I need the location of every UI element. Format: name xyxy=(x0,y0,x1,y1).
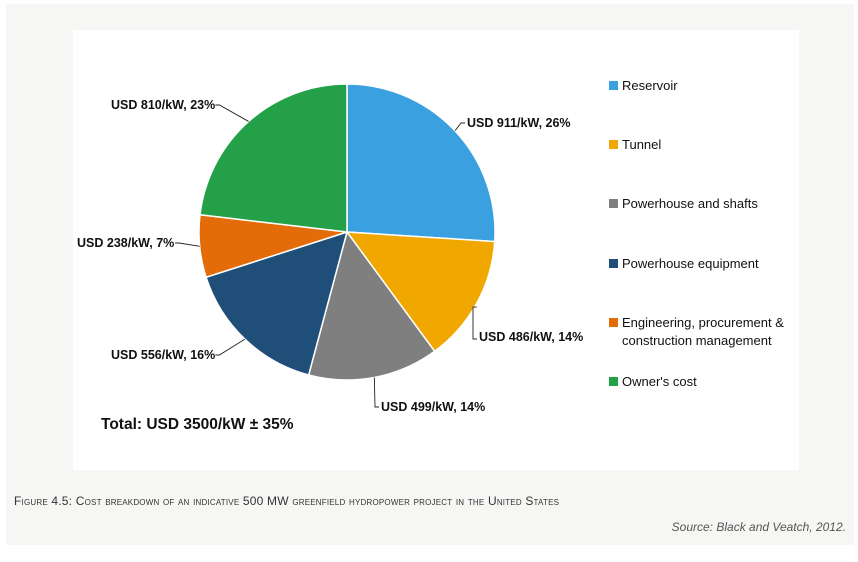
legend-label: Tunnel xyxy=(622,137,661,152)
slice-callout-label: USD 810/kW, 23% xyxy=(111,98,215,112)
callout-leader-line xyxy=(215,338,246,356)
legend-swatch xyxy=(609,81,618,90)
legend-label: Reservoir xyxy=(622,78,678,93)
legend-swatch xyxy=(609,259,618,268)
figure-container: USD 911/kW, 26% USD 486/kW, 14% USD 499/kW… xyxy=(6,4,854,545)
legend-swatch xyxy=(609,377,618,386)
legend-swatch xyxy=(609,199,618,208)
slice-callout-label: USD 911/kW, 26% xyxy=(467,116,571,130)
slice-callout-label: USD 486/kW, 14% xyxy=(479,330,583,344)
slice-callout-label: USD 238/kW, 7% xyxy=(77,236,174,250)
chart-total-label: Total: USD 3500/kW ± 35% xyxy=(101,416,294,433)
legend-label: Owner's cost xyxy=(622,374,697,389)
legend-label: Powerhouse and shafts xyxy=(622,196,758,211)
callout-leader-line xyxy=(454,122,465,132)
slice-callout-label: USD 556/kW, 16% xyxy=(111,348,215,362)
callout-leader-line xyxy=(215,104,249,122)
pie-slice-reservoir xyxy=(346,83,496,243)
source-note: Source: Black and Veatch, 2012. xyxy=(671,520,846,534)
callout-leader-line xyxy=(373,377,379,408)
legend-label: Engineering, procurement & xyxy=(622,315,784,330)
callout-leader-line xyxy=(472,306,477,340)
pie-slice-tunnel xyxy=(345,231,496,353)
slice-callout-label: USD 499/kW, 14% xyxy=(381,400,485,414)
legend-label: construction management xyxy=(622,333,772,348)
callout-leader-line xyxy=(175,242,200,247)
pie-chart: USD 911/kW, 26% USD 486/kW, 14% USD 499/kW… xyxy=(77,78,784,414)
pie-slice-powerhouse-equipment xyxy=(205,230,349,376)
legend-swatch xyxy=(609,140,618,149)
figure-caption: Figure 4.5: Cost breakdown of an indicat… xyxy=(14,494,560,508)
legend-swatch xyxy=(609,318,618,327)
legend-label: Powerhouse equipment xyxy=(622,256,759,271)
chart-panel: USD 911/kW, 26% USD 486/kW, 14% USD 499/kW… xyxy=(73,30,799,470)
